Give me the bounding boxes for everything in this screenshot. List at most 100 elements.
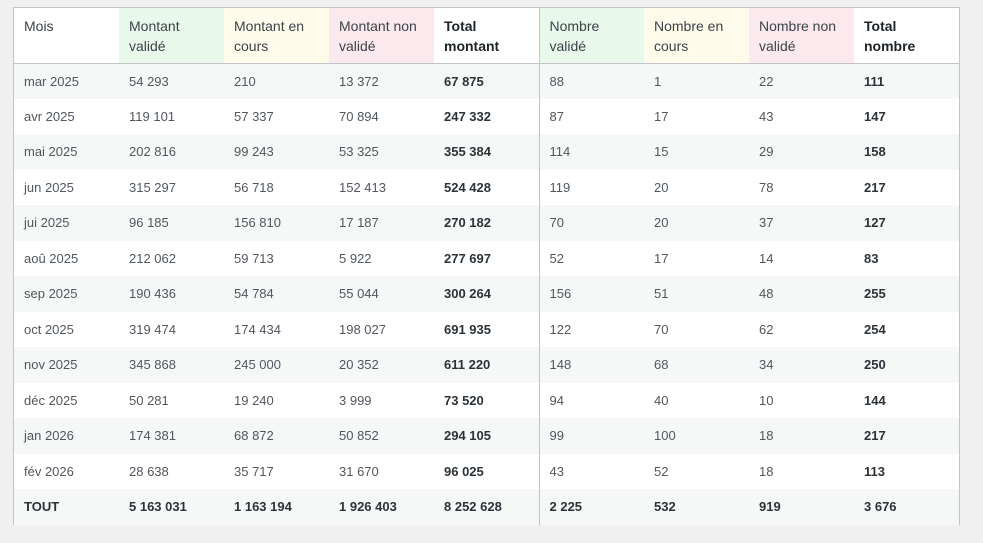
cell-nombre-valide: 87 — [538, 98, 644, 134]
cell-nombre-valide: 114 — [538, 134, 644, 170]
cell-nombre-valide: 2 225 — [538, 489, 644, 525]
cell-mois: fév 2026 — [14, 453, 119, 489]
cell-montant-non-valide: 31 670 — [329, 453, 434, 489]
cell-nombre-valide: 88 — [538, 63, 644, 99]
cell-total-nombre: 113 — [854, 453, 959, 489]
cell-nombre-en-cours: 20 — [644, 169, 749, 205]
cell-montant-non-valide: 3 999 — [329, 382, 434, 418]
cell-nombre-valide: 52 — [538, 240, 644, 276]
cell-nombre-valide: 156 — [538, 276, 644, 312]
cell-nombre-non-valide: 14 — [749, 240, 854, 276]
cell-montant-non-valide: 55 044 — [329, 276, 434, 312]
cell-montant-en-cours: 156 810 — [224, 205, 329, 241]
cell-montant-valide: 28 638 — [119, 453, 224, 489]
cell-total-montant: 355 384 — [434, 134, 539, 170]
cell-total-nombre: 158 — [854, 134, 959, 170]
header-montant-valide[interactable]: Montant validé — [119, 8, 224, 64]
cell-nombre-valide: 94 — [538, 382, 644, 418]
table-row: nov 2025 345 868 245 000 20 352 611 220 148 68… — [14, 347, 959, 383]
cell-nombre-non-valide: 10 — [749, 382, 854, 418]
cell-mois: mai 2025 — [14, 134, 119, 170]
cell-montant-valide: 54 293 — [119, 63, 224, 99]
table-row: jun 2025 315 297 56 718 152 413 524 428 119 20… — [14, 169, 959, 205]
header-nombre-non-valide[interactable]: Nombre non validé — [749, 8, 854, 64]
cell-nombre-en-cours: 51 — [644, 276, 749, 312]
table-row: mar 2025 54 293 210 13 372 67 875 88 1 22 111 — [14, 63, 959, 99]
cell-mois: jun 2025 — [14, 169, 119, 205]
header-row: Mois Montant validé Montant en cours Mon… — [14, 8, 959, 64]
cell-total-nombre: 217 — [854, 169, 959, 205]
cell-montant-en-cours: 245 000 — [224, 347, 329, 383]
cell-montant-valide: 315 297 — [119, 169, 224, 205]
cell-montant-valide: 5 163 031 — [119, 489, 224, 525]
cell-montant-non-valide: 13 372 — [329, 63, 434, 99]
cell-nombre-non-valide: 919 — [749, 489, 854, 525]
cell-montant-non-valide: 198 027 — [329, 311, 434, 347]
cell-montant-valide: 50 281 — [119, 382, 224, 418]
table-header: Mois Montant validé Montant en cours Mon… — [14, 8, 959, 64]
header-nombre-valide[interactable]: Nombre validé — [538, 8, 644, 64]
cell-total-montant: 300 264 — [434, 276, 539, 312]
cell-total-nombre: 83 — [854, 240, 959, 276]
table-row: sep 2025 190 436 54 784 55 044 300 264 156 51 4… — [14, 276, 959, 312]
cell-nombre-en-cours: 20 — [644, 205, 749, 241]
cell-total-nombre: 217 — [854, 418, 959, 454]
cell-montant-non-valide: 20 352 — [329, 347, 434, 383]
cell-nombre-en-cours: 68 — [644, 347, 749, 383]
cell-montant-non-valide: 50 852 — [329, 418, 434, 454]
cell-nombre-non-valide: 37 — [749, 205, 854, 241]
cell-total-montant: 247 332 — [434, 98, 539, 134]
table-row: jui 2025 96 185 156 810 17 187 270 182 70 20 37… — [14, 205, 959, 241]
cell-montant-valide: 119 101 — [119, 98, 224, 134]
cell-montant-en-cours: 99 243 — [224, 134, 329, 170]
cell-montant-non-valide: 17 187 — [329, 205, 434, 241]
header-montant-en-cours[interactable]: Montant en cours — [224, 8, 329, 64]
cell-total-nombre: 111 — [854, 63, 959, 99]
cell-montant-en-cours: 56 718 — [224, 169, 329, 205]
cell-total-nombre: 254 — [854, 311, 959, 347]
cell-nombre-valide: 148 — [538, 347, 644, 383]
cell-nombre-en-cours: 40 — [644, 382, 749, 418]
stats-table-panel: Mois Montant validé Montant en cours Mon… — [13, 7, 960, 525]
cell-montant-valide: 345 868 — [119, 347, 224, 383]
header-mois[interactable]: Mois — [14, 8, 119, 64]
cell-total-nombre: 147 — [854, 98, 959, 134]
cell-montant-en-cours: 210 — [224, 63, 329, 99]
table-row: fév 2026 28 638 35 717 31 670 96 025 43 52 18 11… — [14, 453, 959, 489]
header-total-montant[interactable]: Total montant — [434, 8, 539, 64]
table-row: aoû 2025 212 062 59 713 5 922 277 697 52 17 14 8… — [14, 240, 959, 276]
cell-montant-valide: 174 381 — [119, 418, 224, 454]
cell-montant-en-cours: 59 713 — [224, 240, 329, 276]
cell-total-nombre: 3 676 — [854, 489, 959, 525]
header-nombre-en-cours[interactable]: Nombre en cours — [644, 8, 749, 64]
cell-montant-valide: 190 436 — [119, 276, 224, 312]
cell-montant-non-valide: 5 922 — [329, 240, 434, 276]
cell-montant-valide: 202 816 — [119, 134, 224, 170]
cell-montant-valide: 212 062 — [119, 240, 224, 276]
cell-montant-en-cours: 35 717 — [224, 453, 329, 489]
cell-montant-non-valide: 70 894 — [329, 98, 434, 134]
cell-mois: jan 2026 — [14, 418, 119, 454]
cell-total-montant: 524 428 — [434, 169, 539, 205]
cell-nombre-valide: 70 — [538, 205, 644, 241]
cell-nombre-valide: 43 — [538, 453, 644, 489]
table-row: jan 2026 174 381 68 872 50 852 294 105 99 100 1… — [14, 418, 959, 454]
cell-nombre-en-cours: 532 — [644, 489, 749, 525]
header-total-nombre[interactable]: Total nombre — [854, 8, 959, 64]
cell-montant-en-cours: 174 434 — [224, 311, 329, 347]
cell-total-montant: 294 105 — [434, 418, 539, 454]
cell-nombre-en-cours: 70 — [644, 311, 749, 347]
cell-nombre-non-valide: 18 — [749, 453, 854, 489]
cell-nombre-valide: 119 — [538, 169, 644, 205]
cell-mois: avr 2025 — [14, 98, 119, 134]
cell-nombre-en-cours: 17 — [644, 98, 749, 134]
cell-total-nombre: 144 — [854, 382, 959, 418]
cell-montant-en-cours: 54 784 — [224, 276, 329, 312]
monthly-stats-table: Mois Montant validé Montant en cours Mon… — [14, 8, 959, 525]
cell-nombre-en-cours: 15 — [644, 134, 749, 170]
table-body: mar 2025 54 293 210 13 372 67 875 88 1 22 111 avr… — [14, 63, 959, 525]
cell-mois: jui 2025 — [14, 205, 119, 241]
cell-total-montant: 611 220 — [434, 347, 539, 383]
cell-total-nombre: 127 — [854, 205, 959, 241]
header-montant-non-valide[interactable]: Montant non validé — [329, 8, 434, 64]
